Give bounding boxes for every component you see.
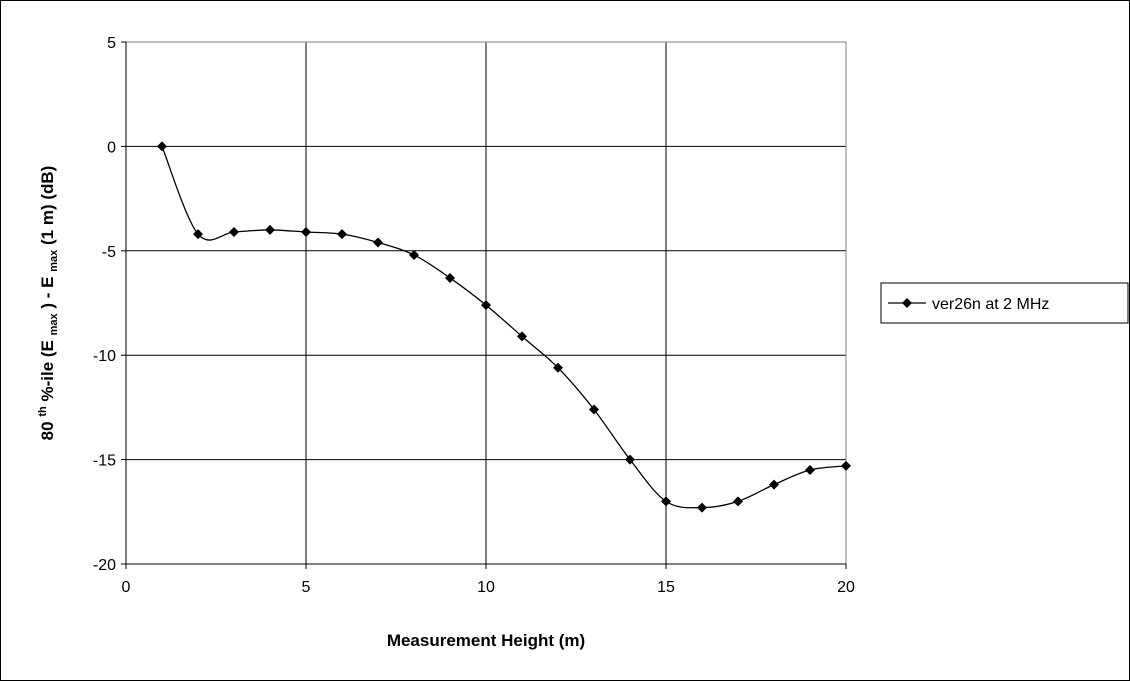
legend-entry-ver26n: ver26n at 2 MHz: [932, 296, 1049, 313]
axes: [121, 41, 847, 569]
y-axis-title-part4: (1 m) (dB): [38, 166, 57, 245]
data-point-marker: [841, 460, 851, 471]
x-tick-label: 20: [837, 579, 855, 596]
data-point-marker: [517, 331, 527, 342]
y-axis-title-subscript-2: max: [48, 249, 60, 272]
legend-marker: [902, 298, 912, 308]
y-tick-label: -15: [93, 453, 116, 470]
data-point-marker: [625, 454, 635, 465]
y-tick-label: -5: [102, 244, 116, 261]
x-tick-label: 5: [302, 579, 311, 596]
y-axis-title-part2: %-ile (E: [38, 340, 57, 401]
x-tick-label: 15: [657, 579, 675, 596]
y-tick-label: -20: [93, 557, 116, 574]
data-point-marker: [697, 502, 707, 513]
series-layer: [157, 141, 851, 513]
y-axis-title: 80 th %-ile (E max ) - E max (1 m) (dB): [31, 166, 61, 441]
data-point-marker: [769, 479, 779, 490]
y-axis-title-subscript-1: max: [48, 312, 60, 335]
y-tick-label: 5: [107, 35, 116, 52]
data-point-marker: [337, 229, 347, 240]
data-point-marker: [661, 496, 671, 507]
data-point-marker: [265, 224, 275, 235]
x-tick-label: 0: [122, 579, 131, 596]
data-point-marker: [733, 496, 743, 507]
data-point-marker: [805, 465, 815, 476]
x-tick-labels: 0 5 10 15 20: [122, 579, 855, 596]
data-point-marker: [481, 300, 491, 311]
x-axis-title: Measurement Height (m): [387, 631, 585, 650]
data-point-marker: [193, 229, 203, 240]
data-point-marker: [229, 227, 239, 238]
data-point-marker: [301, 227, 311, 238]
y-axis-title-part1: 80: [38, 421, 57, 440]
data-point-marker: [373, 237, 383, 248]
data-point-marker: [157, 141, 167, 152]
data-point-marker: [445, 272, 455, 283]
x-tick-label: 10: [477, 579, 495, 596]
data-point-marker: [553, 362, 563, 373]
legend: ver26n at 2 MHz: [880, 282, 1129, 324]
data-point-marker: [589, 404, 599, 415]
y-tick-label: 0: [107, 139, 116, 156]
y-tick-labels: -20 -15 -10 -5 0 5: [93, 35, 116, 574]
y-axis-title-part3: ) - E: [38, 277, 57, 309]
y-tick-label: -10: [93, 348, 116, 365]
y-axis-title-superscript: th: [37, 406, 49, 417]
data-point-marker: [409, 249, 419, 260]
